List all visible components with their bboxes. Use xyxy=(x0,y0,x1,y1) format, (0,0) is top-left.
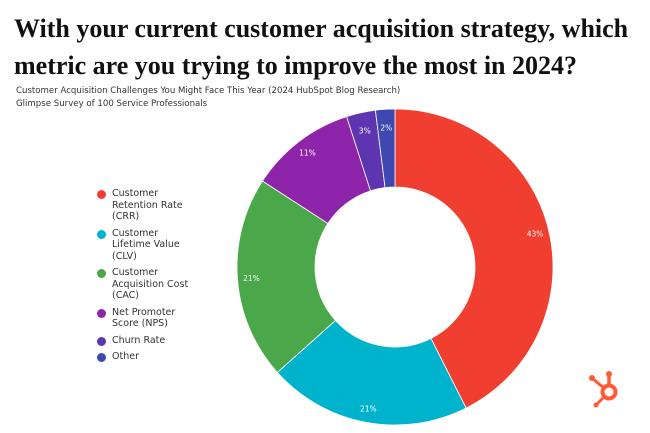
legend-label: Other xyxy=(112,351,139,362)
donut-slice xyxy=(276,319,467,426)
legend-label: Customer Acquisition Cost (CAC) xyxy=(112,267,189,301)
chart-subtitle: Customer Acquisition Challenges You Migh… xyxy=(16,86,401,96)
data-label: 21% xyxy=(243,274,260,283)
legend-marker xyxy=(97,336,106,346)
legend-marker xyxy=(97,308,106,318)
legend-item: Other xyxy=(97,351,227,363)
data-label: 43% xyxy=(527,230,544,239)
legend-marker xyxy=(97,269,106,278)
data-label: 21% xyxy=(360,404,377,413)
legend-marker xyxy=(97,229,106,239)
data-label: 3% xyxy=(359,126,371,135)
legend-label: Customer Lifetime Value (CLV) xyxy=(112,227,180,262)
legend-item: Churn Rate xyxy=(97,335,227,347)
data-label: 11% xyxy=(299,149,316,158)
legend-item: Customer Retention Rate (CRR) xyxy=(97,188,227,223)
legend-label: Net Promoter Score (NPS) xyxy=(112,306,176,330)
donut-slice xyxy=(374,108,396,189)
legend-marker xyxy=(97,190,106,199)
legend-item: Customer Lifetime Value (CLV) xyxy=(97,228,227,263)
legend-marker xyxy=(97,353,106,362)
hubspot-logo-icon xyxy=(589,371,618,408)
legend: Customer Retention Rate (CRR) Customer Li… xyxy=(97,188,227,368)
chart-source: Glimpse Survey of 100 Service Profession… xyxy=(16,99,208,109)
legend-label: Customer Retention Rate (CRR) xyxy=(112,188,183,222)
legend-label: Churn Rate xyxy=(112,334,166,346)
donut-slice xyxy=(236,180,337,374)
legend-item: Net Promoter Score (NPS) xyxy=(97,307,227,330)
data-label: 2% xyxy=(380,123,392,132)
donut-slice xyxy=(394,108,554,409)
legend-item: Customer Acquisition Cost (CAC) xyxy=(97,267,227,302)
chart-title: With your current customer acquisition s… xyxy=(14,14,629,80)
